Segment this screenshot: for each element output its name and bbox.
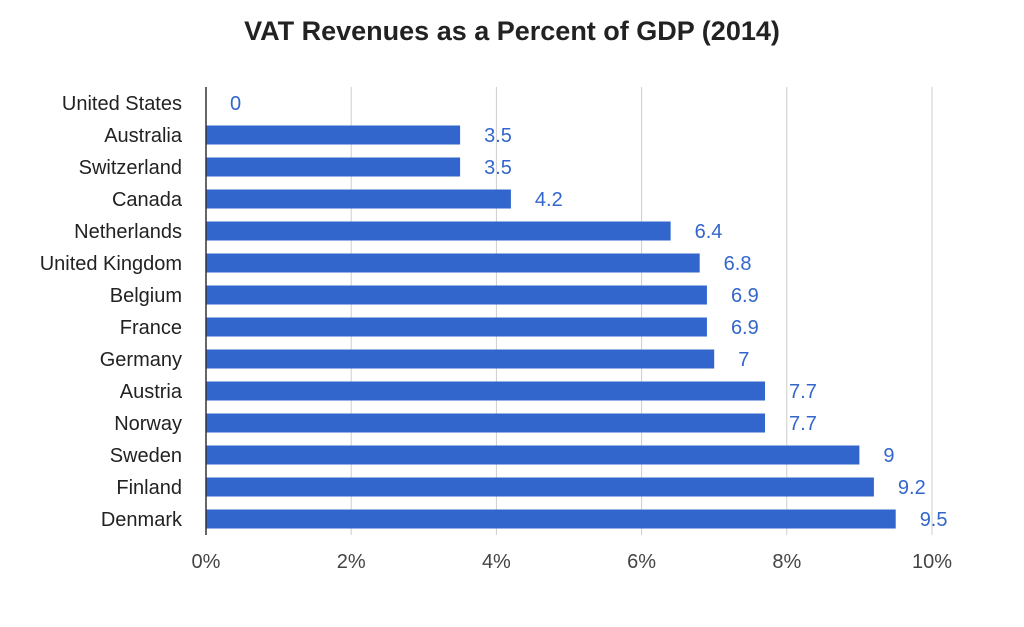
data-label: 9 xyxy=(883,445,894,467)
data-label: 7 xyxy=(738,349,749,371)
category-label: Norway xyxy=(114,413,182,435)
category-label: France xyxy=(120,317,182,339)
category-label: Finland xyxy=(116,477,182,499)
x-tick-label: 2% xyxy=(337,551,366,573)
category-label: Austria xyxy=(120,381,183,403)
x-tick-label: 4% xyxy=(482,551,511,573)
category-label: Sweden xyxy=(110,445,182,467)
data-label: 7.7 xyxy=(789,413,817,435)
category-label: Belgium xyxy=(110,285,182,307)
bar xyxy=(206,157,461,177)
data-label: 6.4 xyxy=(695,221,723,243)
x-tick-label: 0% xyxy=(192,551,221,573)
data-label: 6.8 xyxy=(724,253,752,275)
data-label: 6.9 xyxy=(731,285,759,307)
data-label: 9.5 xyxy=(920,509,948,531)
category-label: Canada xyxy=(112,189,183,211)
bar xyxy=(206,285,707,305)
data-label: 6.9 xyxy=(731,317,759,339)
data-label: 3.5 xyxy=(484,125,512,147)
category-label: Netherlands xyxy=(74,221,182,243)
bar xyxy=(206,125,461,145)
bar xyxy=(206,317,707,337)
data-label: 7.7 xyxy=(789,381,817,403)
category-label: United States xyxy=(62,93,182,115)
category-label: United Kingdom xyxy=(40,253,182,275)
data-label: 3.5 xyxy=(484,157,512,179)
bar xyxy=(206,381,766,401)
data-label: 0 xyxy=(230,93,241,115)
category-label: Australia xyxy=(104,125,183,147)
bar xyxy=(206,477,874,497)
data-label: 9.2 xyxy=(898,477,926,499)
x-tick-label: 6% xyxy=(627,551,656,573)
data-label: 4.2 xyxy=(535,189,563,211)
category-label: Denmark xyxy=(101,509,183,531)
bar xyxy=(206,413,766,433)
chart-title: VAT Revenues as a Percent of GDP (2014) xyxy=(244,16,780,46)
bar xyxy=(206,445,860,465)
bar xyxy=(206,253,700,273)
bar xyxy=(206,221,671,241)
bar xyxy=(206,509,896,529)
x-tick-label: 8% xyxy=(772,551,801,573)
bar xyxy=(206,189,511,209)
category-label: Germany xyxy=(100,349,182,371)
x-tick-label: 10% xyxy=(912,551,952,573)
category-label: Switzerland xyxy=(79,157,182,179)
bar xyxy=(206,349,715,369)
